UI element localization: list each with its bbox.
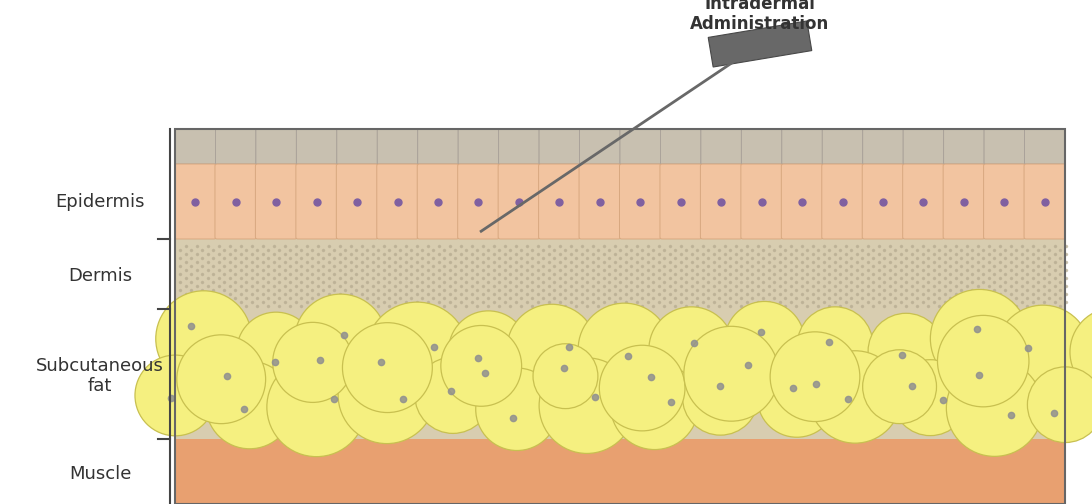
Text: Intradermal
Administration: Intradermal Administration	[690, 0, 830, 33]
FancyBboxPatch shape	[1024, 164, 1066, 239]
FancyBboxPatch shape	[579, 164, 620, 239]
Circle shape	[809, 351, 901, 443]
Circle shape	[237, 312, 316, 391]
Circle shape	[366, 302, 468, 405]
Circle shape	[266, 357, 366, 457]
Circle shape	[610, 361, 699, 450]
Text: Epidermis: Epidermis	[56, 193, 145, 211]
Circle shape	[339, 346, 436, 444]
FancyBboxPatch shape	[215, 164, 257, 239]
Circle shape	[578, 303, 670, 396]
Circle shape	[770, 332, 859, 421]
FancyBboxPatch shape	[701, 129, 741, 164]
FancyBboxPatch shape	[256, 164, 297, 239]
FancyBboxPatch shape	[296, 164, 337, 239]
FancyBboxPatch shape	[661, 129, 701, 164]
FancyBboxPatch shape	[984, 164, 1025, 239]
Circle shape	[947, 360, 1043, 456]
Polygon shape	[709, 21, 811, 67]
Circle shape	[938, 316, 1029, 407]
Circle shape	[868, 313, 945, 389]
FancyBboxPatch shape	[943, 164, 985, 239]
Circle shape	[135, 355, 216, 436]
FancyBboxPatch shape	[740, 164, 782, 239]
FancyBboxPatch shape	[336, 129, 377, 164]
FancyBboxPatch shape	[175, 164, 216, 239]
FancyBboxPatch shape	[782, 129, 822, 164]
FancyBboxPatch shape	[984, 129, 1024, 164]
FancyBboxPatch shape	[377, 129, 418, 164]
Circle shape	[441, 326, 522, 406]
FancyBboxPatch shape	[822, 164, 864, 239]
FancyBboxPatch shape	[418, 129, 459, 164]
FancyBboxPatch shape	[1024, 129, 1065, 164]
Circle shape	[343, 323, 432, 413]
FancyBboxPatch shape	[296, 129, 336, 164]
Circle shape	[273, 323, 353, 402]
Bar	[175, 439, 1065, 504]
Circle shape	[476, 368, 558, 451]
Circle shape	[600, 345, 685, 431]
Circle shape	[797, 307, 873, 382]
FancyBboxPatch shape	[417, 164, 459, 239]
FancyBboxPatch shape	[660, 164, 701, 239]
Circle shape	[177, 335, 265, 424]
Circle shape	[996, 305, 1090, 400]
FancyBboxPatch shape	[215, 129, 256, 164]
Circle shape	[892, 360, 969, 435]
Circle shape	[539, 358, 634, 454]
FancyBboxPatch shape	[538, 164, 580, 239]
FancyBboxPatch shape	[700, 164, 741, 239]
Circle shape	[684, 326, 779, 421]
Circle shape	[1028, 367, 1092, 443]
Circle shape	[507, 304, 596, 394]
Text: Dermis: Dermis	[68, 267, 132, 285]
Circle shape	[533, 344, 598, 409]
Circle shape	[863, 350, 937, 424]
Circle shape	[725, 301, 805, 382]
Bar	[175, 129, 1065, 504]
Circle shape	[930, 289, 1029, 388]
Circle shape	[415, 357, 491, 433]
Circle shape	[156, 291, 252, 387]
FancyBboxPatch shape	[863, 129, 903, 164]
FancyBboxPatch shape	[863, 164, 904, 239]
Circle shape	[682, 359, 758, 435]
Circle shape	[295, 294, 387, 386]
FancyBboxPatch shape	[499, 129, 539, 164]
Bar	[175, 164, 1065, 239]
FancyBboxPatch shape	[619, 164, 661, 239]
Circle shape	[649, 307, 734, 392]
Bar	[175, 129, 1065, 164]
FancyBboxPatch shape	[741, 129, 782, 164]
FancyBboxPatch shape	[943, 129, 984, 164]
FancyBboxPatch shape	[903, 164, 945, 239]
FancyBboxPatch shape	[781, 164, 822, 239]
FancyBboxPatch shape	[580, 129, 620, 164]
FancyBboxPatch shape	[336, 164, 378, 239]
FancyBboxPatch shape	[377, 164, 418, 239]
Circle shape	[206, 361, 294, 449]
FancyBboxPatch shape	[620, 129, 661, 164]
FancyBboxPatch shape	[498, 164, 539, 239]
FancyBboxPatch shape	[256, 129, 296, 164]
FancyBboxPatch shape	[903, 129, 943, 164]
Bar	[175, 309, 1065, 439]
Circle shape	[449, 311, 529, 390]
Bar	[175, 239, 1065, 309]
FancyBboxPatch shape	[459, 129, 499, 164]
Text: Muscle: Muscle	[69, 465, 131, 483]
Circle shape	[1070, 307, 1092, 397]
FancyBboxPatch shape	[458, 164, 499, 239]
FancyBboxPatch shape	[175, 129, 215, 164]
Circle shape	[757, 358, 836, 437]
Text: Subcutaneous
fat: Subcutaneous fat	[36, 357, 164, 396]
FancyBboxPatch shape	[822, 129, 863, 164]
FancyBboxPatch shape	[539, 129, 580, 164]
